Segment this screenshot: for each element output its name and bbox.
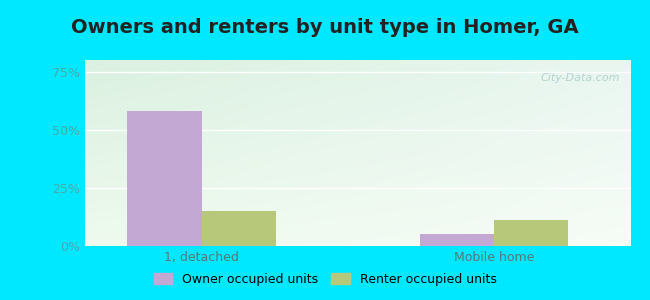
Text: City-Data.com: City-Data.com: [540, 73, 619, 83]
Bar: [127, 111, 202, 246]
Bar: [420, 234, 494, 246]
Legend: Owner occupied units, Renter occupied units: Owner occupied units, Renter occupied un…: [148, 268, 502, 291]
Text: Owners and renters by unit type in Homer, GA: Owners and renters by unit type in Homer…: [72, 18, 578, 37]
Bar: [494, 220, 568, 246]
Bar: [202, 211, 276, 246]
